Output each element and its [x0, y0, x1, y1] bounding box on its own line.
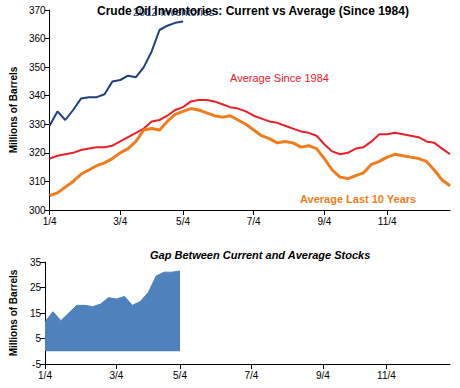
svg-text:-5: -5	[32, 359, 41, 370]
svg-text:25: 25	[30, 282, 42, 293]
svg-text:Average Since 1984: Average Since 1984	[230, 72, 329, 84]
svg-text:5/4: 5/4	[173, 370, 187, 381]
svg-text:370: 370	[29, 5, 46, 16]
svg-text:300: 300	[29, 205, 46, 216]
svg-text:7/4: 7/4	[245, 370, 259, 381]
svg-text:11/4: 11/4	[378, 216, 397, 227]
svg-text:Average Last 10 Years: Average Last 10 Years	[300, 193, 416, 205]
svg-text:3/4: 3/4	[113, 216, 127, 227]
svg-text:3/4: 3/4	[110, 370, 124, 381]
svg-text:7/4: 7/4	[247, 216, 261, 227]
svg-text:15: 15	[30, 308, 42, 319]
svg-text:Millions of Barrels: Millions of Barrels	[8, 269, 19, 356]
svg-text:Gap Between Current and Averag: Gap Between Current and Average Stocks	[150, 249, 370, 261]
svg-text:360: 360	[29, 33, 46, 44]
svg-text:11/4: 11/4	[377, 370, 396, 381]
svg-text:5: 5	[35, 333, 41, 344]
svg-text:310: 310	[29, 176, 46, 187]
svg-text:35: 35	[30, 257, 42, 268]
svg-text:9/4: 9/4	[317, 216, 331, 227]
svg-text:Crude Oil Inventories: Current: Crude Oil Inventories: Current vs Averag…	[97, 4, 409, 18]
svg-text:1/4: 1/4	[38, 370, 52, 381]
svg-text:320: 320	[29, 147, 46, 158]
svg-text:340: 340	[29, 90, 46, 101]
svg-text:350: 350	[29, 62, 46, 73]
svg-text:1/4: 1/4	[43, 216, 57, 227]
svg-text:5/4: 5/4	[176, 216, 190, 227]
svg-text:Millions of Barrels: Millions of Barrels	[8, 66, 19, 153]
svg-text:330: 330	[29, 119, 46, 130]
svg-text:9/4: 9/4	[316, 370, 330, 381]
